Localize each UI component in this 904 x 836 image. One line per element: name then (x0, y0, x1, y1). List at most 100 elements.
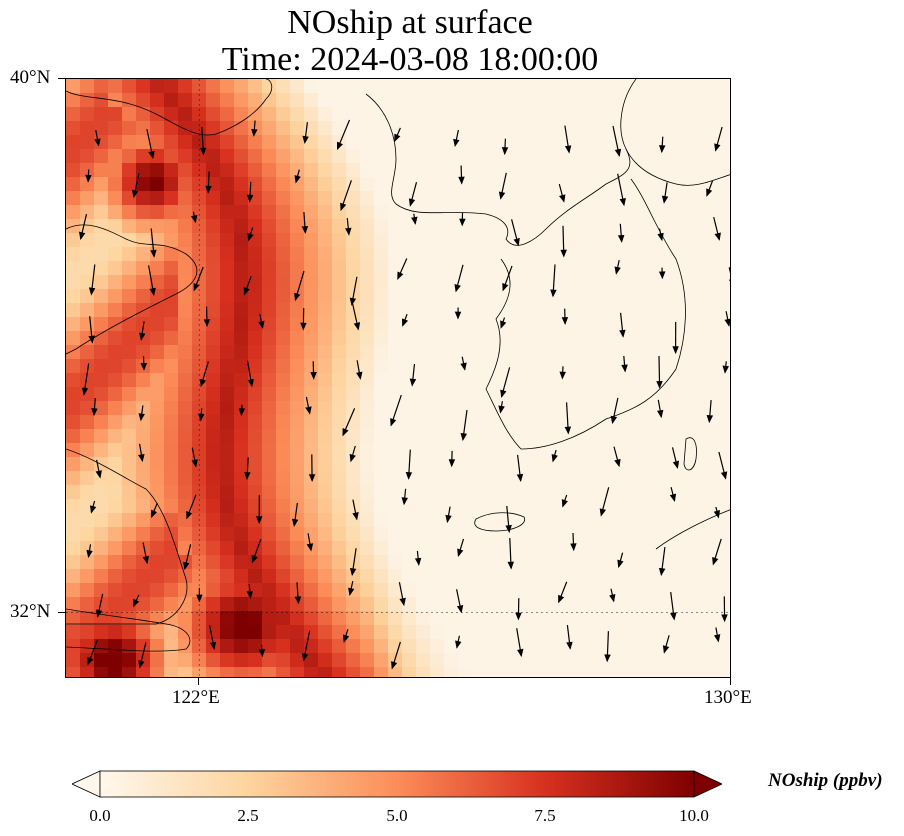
field-cell (598, 639, 613, 654)
field-cell (696, 135, 711, 150)
field-cell (612, 135, 627, 150)
field-cell (80, 583, 95, 598)
field-cell (430, 611, 445, 626)
field-cell (80, 639, 95, 654)
field-cell (710, 275, 725, 290)
field-cell (332, 387, 347, 402)
field-cell (430, 177, 445, 192)
field-cell (178, 485, 193, 500)
field-cell (682, 401, 697, 416)
field-cell (486, 639, 501, 654)
field-cell (178, 149, 193, 164)
field-cell (290, 597, 305, 612)
field-cell (402, 359, 417, 374)
field-cell (248, 457, 263, 472)
field-cell (696, 597, 711, 612)
field-cell (654, 541, 669, 556)
field-cell (654, 527, 669, 542)
field-cell (472, 499, 487, 514)
field-cell (164, 457, 179, 472)
field-cell (528, 79, 543, 94)
field-cell (556, 303, 571, 318)
field-cell (136, 569, 151, 584)
field-cell (150, 261, 165, 276)
field-cell (94, 653, 109, 668)
field-cell (542, 513, 557, 528)
field-cell (402, 667, 417, 677)
field-cell (318, 597, 333, 612)
field-cell (416, 639, 431, 654)
field-cell (724, 527, 730, 542)
field-cell (164, 499, 179, 514)
field-cell (136, 79, 151, 94)
wind-vector-head (258, 320, 265, 329)
field-cell (402, 513, 417, 528)
field-cell (360, 219, 375, 234)
wind-vector-head (502, 282, 509, 292)
field-cell (318, 639, 333, 654)
field-cell (542, 303, 557, 318)
field-cell (682, 471, 697, 486)
field-cell (472, 513, 487, 528)
field-cell (388, 247, 403, 262)
field-cell (486, 177, 501, 192)
field-cell (346, 667, 361, 677)
wind-vector-head (397, 271, 404, 281)
field-cell (430, 485, 445, 500)
field-cell (136, 205, 151, 220)
field-cell (374, 387, 389, 402)
field-cell (374, 345, 389, 360)
field-cell (388, 583, 403, 598)
field-cell (290, 163, 305, 178)
field-cell (640, 191, 655, 206)
field-cell (430, 499, 445, 514)
wind-vector-head (454, 311, 462, 320)
field-cell (542, 163, 557, 178)
field-cell (402, 79, 417, 94)
field-cell (206, 107, 221, 122)
field-cell (654, 653, 669, 668)
field-cell (136, 527, 151, 542)
field-cell (360, 415, 375, 430)
field-cell (570, 457, 585, 472)
field-cell (612, 625, 627, 640)
field-cell (164, 653, 179, 668)
field-cell (626, 373, 641, 388)
field-cell (164, 93, 179, 108)
field-cell (710, 541, 725, 556)
field-cell (206, 135, 221, 150)
field-cell (94, 261, 109, 276)
wind-vector-head (517, 648, 524, 658)
field-cell (136, 513, 151, 528)
field-cell (206, 555, 221, 570)
field-cell (486, 555, 501, 570)
field-cell (654, 289, 669, 304)
field-cell (332, 373, 347, 388)
wind-vector-head (459, 218, 466, 227)
field-cell (528, 345, 543, 360)
field-cell (570, 415, 585, 430)
field-cell (374, 639, 389, 654)
field-cell (472, 121, 487, 136)
field-cell (234, 667, 249, 677)
field-cell (570, 597, 585, 612)
field-cell (724, 513, 730, 528)
field-cell (94, 219, 109, 234)
field-cell (122, 401, 137, 416)
field-cell (234, 205, 249, 220)
field-cell (724, 485, 730, 500)
field-cell (640, 373, 655, 388)
field-cell (584, 205, 599, 220)
field-cell (444, 93, 459, 108)
field-cell (318, 121, 333, 136)
field-cell (724, 205, 730, 220)
field-cell (220, 387, 235, 402)
colorbar-tick-0: 0.0 (89, 806, 111, 825)
field-cell (164, 79, 179, 94)
field-cell (654, 359, 669, 374)
field-cell (682, 261, 697, 276)
field-cell (724, 289, 730, 304)
wind-vector-head (191, 459, 198, 468)
field-cell (80, 443, 95, 458)
field-cell (220, 205, 235, 220)
